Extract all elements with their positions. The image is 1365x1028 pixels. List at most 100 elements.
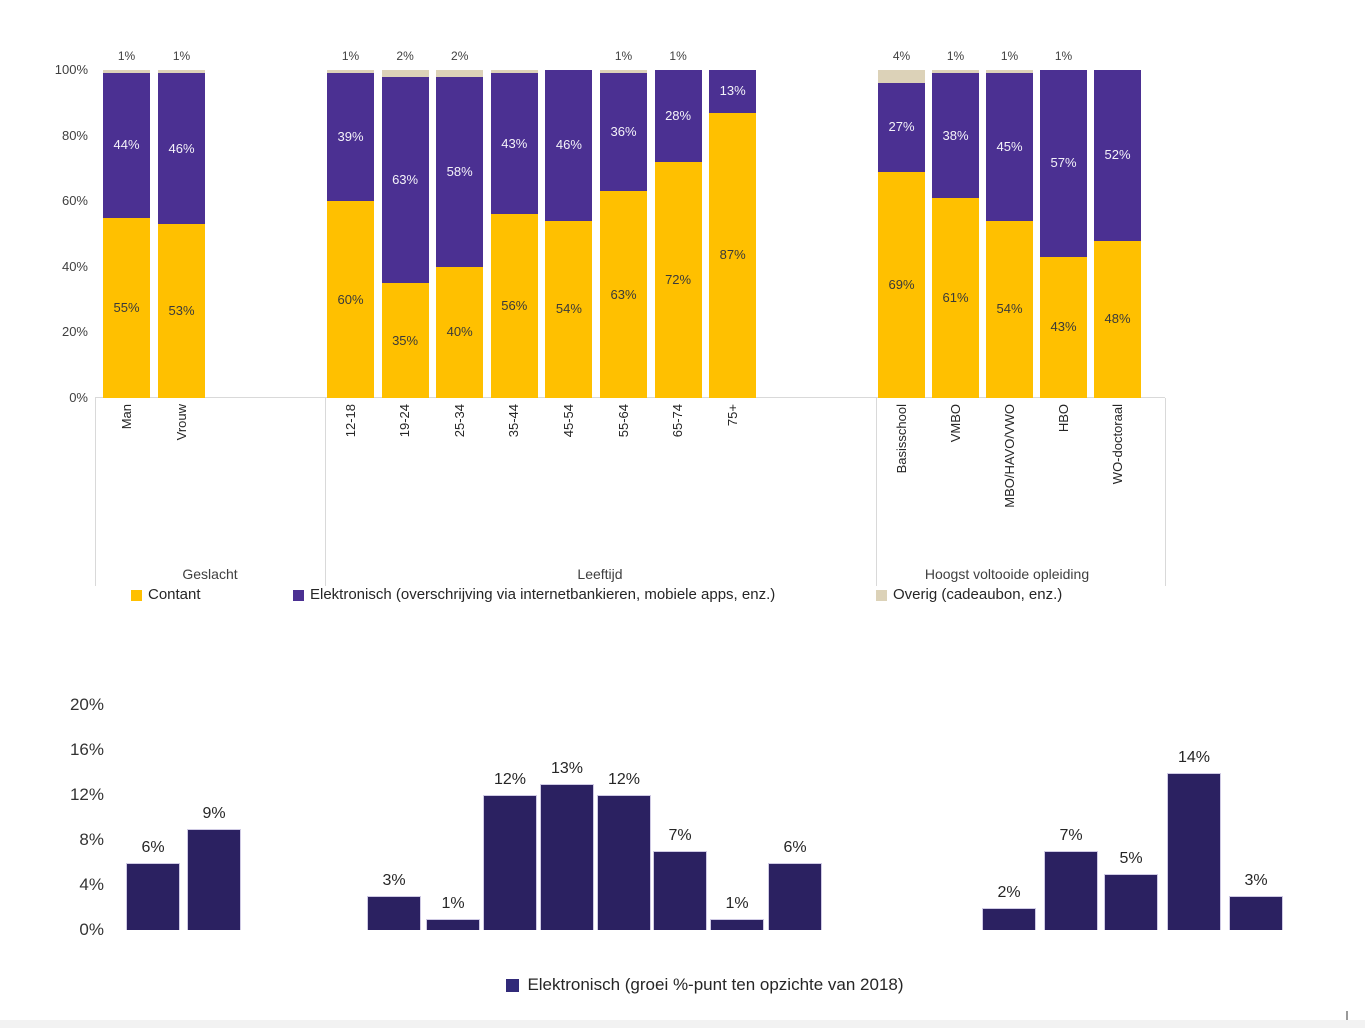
bar-value-label-contant: 63% xyxy=(610,286,637,302)
growth-bar xyxy=(1229,896,1283,930)
bar-segment-overig xyxy=(327,70,374,74)
bar-top-label-overig: 1% xyxy=(341,49,360,63)
bar-segment-elektronisch: 43% xyxy=(490,73,538,215)
category-label: Vrouw xyxy=(173,404,189,441)
bar-value-label-elektronisch: 45% xyxy=(996,139,1023,155)
category-box-border xyxy=(876,398,877,586)
y-axis-tick-label: 12% xyxy=(69,785,104,804)
bar-value-label-elektronisch: 46% xyxy=(168,140,195,156)
bar-segment-contant: 69% xyxy=(878,171,925,398)
bar-segment-elektronisch: 13% xyxy=(709,70,757,113)
y-axis-tick-label: 8% xyxy=(79,830,104,849)
growth-bar-value-label: 3% xyxy=(382,872,406,890)
bottom-right-tick-mark xyxy=(1346,1011,1348,1020)
bar-value-label-contant: 69% xyxy=(888,276,915,292)
growth-bar-value-label: 9% xyxy=(202,804,226,822)
bar-top-label-overig: 1% xyxy=(117,49,136,63)
bar-value-label-contant: 53% xyxy=(168,303,195,319)
bar-top-label-overig: 1% xyxy=(946,49,965,63)
stacked-bar-column: 13% 87% xyxy=(709,70,757,398)
growth-bar-chart-electronic: 20% 16% 12% 8% 4% 0% 6% 9% 3% 1% 12% 13% 12% 7% 1% 6% 2%… xyxy=(0,660,1365,1020)
group-label: Geslacht xyxy=(182,566,238,582)
bar-segment-elektronisch: 45% xyxy=(986,73,1033,221)
legend-swatch xyxy=(506,978,520,992)
bar-segment-elektronisch: 52% xyxy=(1094,70,1141,241)
growth-bar xyxy=(540,783,594,930)
category-label: 19-24 xyxy=(397,404,413,438)
bar-segment-elektronisch: 63% xyxy=(381,76,429,284)
bar-segment-contant: 55% xyxy=(103,217,150,398)
bar-value-label-contant: 55% xyxy=(113,299,140,315)
category-label: Man xyxy=(118,404,134,430)
bar-segment-overig xyxy=(600,70,647,74)
bar-segment-elektronisch: 39% xyxy=(327,73,374,202)
bar-value-label-elektronisch: 57% xyxy=(1050,155,1077,171)
bar-value-label-contant: 35% xyxy=(392,332,419,348)
group-label: Leeftijd xyxy=(577,566,623,582)
category-label: 75+ xyxy=(724,404,740,427)
category-label: Basisschool xyxy=(893,404,909,474)
bar-segment-contant: 54% xyxy=(545,220,593,398)
bar-segment-elektronisch: 28% xyxy=(654,70,702,162)
legend-label: Contant xyxy=(148,586,201,603)
legend-label: Overig (cadeaubon, enz.) xyxy=(893,586,1063,603)
bar-top-label-overig: 4% xyxy=(892,49,911,63)
bar-segment-contant: 63% xyxy=(600,191,647,398)
growth-legend: Elektronisch (groei %-punt ten opzichte … xyxy=(0,975,1365,995)
y-axis-tick-label: 60% xyxy=(61,193,88,209)
stacked-bar-chart-payment-share: 100% 80% 60% 40% 20% 0% 44% 55% 1% Man 46% 53% 1% Vro… xyxy=(55,49,1166,603)
bar-value-label-contant: 60% xyxy=(337,291,364,307)
bar-top-label-overig: 1% xyxy=(614,49,633,63)
category-label: MBO/HAVO/VWO xyxy=(1001,404,1017,508)
bar-value-label-elektronisch: 46% xyxy=(555,137,582,153)
legend-label: Elektronisch (overschrijving via interne… xyxy=(310,586,776,603)
stacked-bar-column: 43% 56% xyxy=(490,70,538,398)
y-axis-tick-label: 80% xyxy=(61,127,88,143)
y-axis-tick-label: 20% xyxy=(69,695,104,714)
growth-bar xyxy=(367,896,421,930)
bar-value-label-elektronisch: 36% xyxy=(610,124,637,140)
bar-segment-contant: 48% xyxy=(1094,240,1141,398)
growth-bar xyxy=(126,862,180,930)
growth-bar-value-label: 5% xyxy=(1119,849,1143,867)
bar-segment-contant: 87% xyxy=(709,112,757,398)
bar-value-label-elektronisch: 39% xyxy=(337,129,364,145)
bar-value-label-elektronisch: 13% xyxy=(719,83,746,99)
bar-value-label-contant: 48% xyxy=(1104,311,1131,327)
bar-segment-contant: 54% xyxy=(986,220,1033,398)
stacked-bar-column: 46% 54% xyxy=(545,70,593,398)
bar-top-label-overig: 2% xyxy=(396,49,414,63)
growth-bar-value-label: 6% xyxy=(783,838,807,856)
bar-value-label-elektronisch: 27% xyxy=(888,119,915,135)
bar-value-label-contant: 40% xyxy=(446,324,473,340)
bar-segment-overig xyxy=(490,70,538,74)
growth-bar xyxy=(653,851,707,930)
stacked-bar-column: 63% 35% xyxy=(381,70,429,398)
bar-value-label-contant: 43% xyxy=(1050,319,1077,335)
bar-segment-contant: 61% xyxy=(932,197,979,398)
bar-value-label-elektronisch: 63% xyxy=(392,171,419,187)
bar-value-label-elektronisch: 28% xyxy=(665,107,692,123)
y-axis-tick-label: 40% xyxy=(61,258,88,274)
legend-label: Elektronisch (groei %-punt ten opzichte … xyxy=(527,975,904,994)
bar-value-label-elektronisch: 38% xyxy=(942,127,969,143)
stacked-bar-column: 38% 61% xyxy=(932,70,979,398)
bar-top-label-overig: 1% xyxy=(669,49,687,63)
growth-bar xyxy=(710,918,764,930)
stacked-bar-column: 27% 69% xyxy=(878,70,925,398)
bar-value-label-contant: 56% xyxy=(501,298,528,314)
growth-bar-value-label: 13% xyxy=(550,759,584,777)
growth-bar-value-label: 12% xyxy=(493,771,527,788)
bar-value-label-contant: 72% xyxy=(665,271,692,287)
growth-bar-value-label: 7% xyxy=(668,827,692,845)
legend-swatch xyxy=(876,589,887,601)
bar-value-label-contant: 61% xyxy=(942,289,969,305)
growth-bar xyxy=(187,828,241,930)
bar-segment-contant: 43% xyxy=(1040,256,1087,398)
stacked-bar-column: 58% 40% xyxy=(436,70,484,398)
bar-segment-elektronisch: 44% xyxy=(103,73,150,218)
category-label: 12-18 xyxy=(342,404,358,438)
y-axis-tick-label: 4% xyxy=(79,875,104,894)
growth-bar xyxy=(483,795,537,930)
stacked-bar-column: 46% 53% xyxy=(158,70,205,398)
